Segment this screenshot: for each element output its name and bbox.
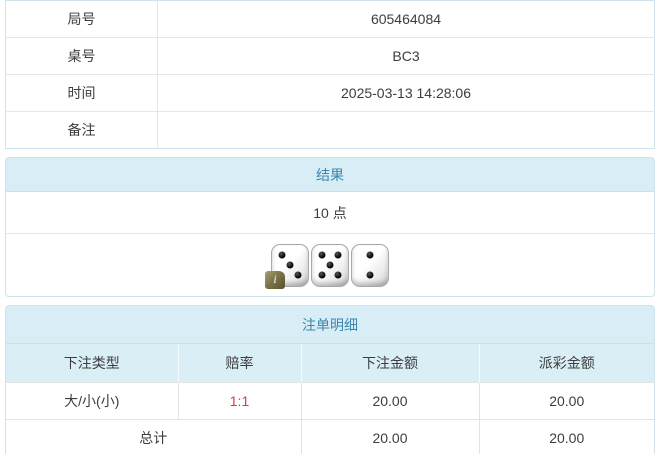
time-label: 时间 <box>5 74 158 112</box>
col-payout-amount: 派彩金额 <box>478 344 654 382</box>
dice-row: i <box>6 234 654 296</box>
info-badge-icon[interactable]: i <box>265 270 285 289</box>
remark-label: 备注 <box>5 111 158 149</box>
table-number-label: 桌号 <box>5 37 158 75</box>
bet-amount-value: 20.00 <box>300 381 479 419</box>
table-row: 局号 605464084 <box>5 0 655 38</box>
bet-type-value: 大/小(小) <box>6 381 178 419</box>
table-header-row: 下注类型 赔率 下注金额 派彩金额 <box>6 344 654 382</box>
die-pip <box>286 261 294 269</box>
bet-details-panel: 注单明细 下注类型 赔率 下注金额 派彩金额 大/小(小) 1:1 20.00 … <box>5 305 655 454</box>
result-points: 10 点 <box>6 192 654 234</box>
table-row: 时间 2025-03-13 14:28:06 <box>5 74 655 112</box>
result-panel-title: 结果 <box>6 158 654 192</box>
col-odds: 赔率 <box>177 344 301 382</box>
total-payout-amount: 20.00 <box>478 418 654 454</box>
die-face-5 <box>311 243 349 287</box>
table-row: 桌号 BC3 <box>5 37 655 75</box>
die-pip <box>366 271 374 279</box>
die-pip <box>294 271 302 279</box>
table-number-value: BC3 <box>157 37 655 75</box>
odds-value: 1:1 <box>177 381 301 419</box>
col-bet-amount: 下注金额 <box>300 344 479 382</box>
time-value: 2025-03-13 14:28:06 <box>157 74 655 112</box>
die-pip <box>326 261 334 269</box>
total-label: 总计 <box>6 418 301 454</box>
table-row: 大/小(小) 1:1 20.00 20.00 <box>6 381 654 419</box>
payout-amount-value: 20.00 <box>478 381 654 419</box>
die-pip <box>334 271 342 279</box>
total-bet-amount: 20.00 <box>300 418 479 454</box>
round-number-label: 局号 <box>5 0 158 38</box>
bet-details-table: 下注类型 赔率 下注金额 派彩金额 大/小(小) 1:1 20.00 20.00… <box>6 344 654 454</box>
die-face-3: i <box>265 243 309 289</box>
die-pip <box>334 251 342 259</box>
total-row: 总计 20.00 20.00 <box>6 418 654 454</box>
table-row: 备注 <box>5 111 655 149</box>
result-panel: 结果 10 点 i <box>5 157 655 297</box>
die-pip <box>278 251 286 259</box>
die-pip <box>318 251 326 259</box>
die-pip <box>366 251 374 259</box>
die-face-2 <box>351 243 389 287</box>
die-pip <box>318 271 326 279</box>
game-info-table: 局号 605464084 桌号 BC3 时间 2025-03-13 14:28:… <box>5 0 655 149</box>
remark-value <box>157 111 655 149</box>
round-number-value: 605464084 <box>370 11 442 27</box>
col-bet-type: 下注类型 <box>6 344 178 382</box>
bet-details-title: 注单明细 <box>6 306 654 344</box>
